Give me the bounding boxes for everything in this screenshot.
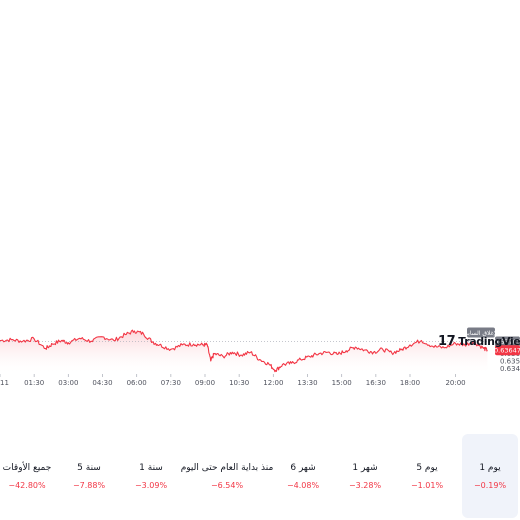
period-label: 5 يوم: [416, 462, 438, 473]
period-selector: 1 يوم −0.19% 5 يوم −1.01% 1 شهر −3.28% 6…: [0, 434, 520, 518]
x-tick-label: 15:00: [332, 379, 352, 387]
period-ytd[interactable]: منذ بداية العام حتى اليوم −6.54%: [180, 434, 274, 518]
period-label: 1 سنة: [139, 462, 163, 473]
x-tick-label: 01:30: [24, 379, 44, 387]
x-tick-label: 06:00: [127, 379, 147, 387]
price-area: [0, 330, 488, 372]
prev-close-label-badge: [467, 327, 495, 338]
x-tick-label: 07:30: [161, 379, 181, 387]
line-layer: [0, 329, 488, 373]
x-tick-label: 20:00: [445, 379, 465, 387]
tradingview-logo[interactable]: 17 TradingView: [438, 334, 520, 349]
prev-close-value: 0.63766: [494, 338, 520, 346]
period-1y[interactable]: 1 سنة −3.09%: [120, 434, 182, 518]
period-label: منذ بداية العام حتى اليوم: [180, 462, 274, 473]
x-tick-label: 03:00: [58, 379, 78, 387]
last-price-badge: [495, 345, 520, 356]
tradingview-mark-icon: 17: [438, 334, 456, 349]
x-tick-label: 04:30: [92, 379, 112, 387]
x-tick-label: 16:30: [366, 379, 386, 387]
period-change: −42.80%: [8, 480, 46, 490]
period-change: −4.08%: [286, 480, 320, 490]
period-6m[interactable]: 6 شهر −4.08%: [272, 434, 334, 518]
price-chart[interactable]: 0.634000.635000.636000.637000.63800 1101…: [0, 0, 520, 400]
period-change: −3.28%: [348, 480, 382, 490]
x-tick-label: 11: [0, 379, 9, 387]
x-tick-label: 13:30: [297, 379, 317, 387]
period-all[interactable]: جميع الأوقات −42.80%: [0, 434, 58, 518]
last-price-value: 0.63647: [494, 347, 520, 355]
prev-close-value-badge: [495, 336, 520, 347]
period-change: −7.88%: [72, 480, 106, 490]
period-label: 1 يوم: [479, 462, 501, 473]
period-label: 5 سنة: [77, 462, 101, 473]
prev-close-label: الإغلاق السابق: [463, 330, 499, 337]
period-change: −6.54%: [210, 480, 244, 490]
x-axis: 11 01:30 03:00 04:30 06:00 07:30 09:00 10:30 12:…: [0, 374, 466, 387]
tradingview-logo-text: TradingView: [458, 335, 520, 348]
period-label: جميع الأوقات: [2, 462, 52, 473]
period-5y[interactable]: 5 سنة −7.88%: [58, 434, 120, 518]
period-change: −3.09%: [134, 480, 168, 490]
x-tick-label: 12:00: [263, 379, 283, 387]
period-label: 1 شهر: [352, 462, 378, 473]
x-tick-label: 09:00: [195, 379, 215, 387]
period-label: 6 شهر: [290, 462, 316, 473]
x-tick-label: 18:00: [400, 379, 420, 387]
area-layer: [0, 330, 488, 372]
period-change: −1.01%: [410, 480, 444, 490]
period-change: −0.19%: [473, 480, 507, 490]
x-tick-label: 10:30: [229, 379, 249, 387]
price-line: [0, 329, 488, 373]
period-1d[interactable]: 1 يوم −0.19%: [462, 434, 518, 518]
period-5d[interactable]: 5 يوم −1.01%: [396, 434, 458, 518]
y-tick-label: 0.63400: [500, 365, 520, 373]
y-tick-label: 0.63500: [500, 358, 520, 366]
period-1m[interactable]: 1 شهر −3.28%: [334, 434, 396, 518]
